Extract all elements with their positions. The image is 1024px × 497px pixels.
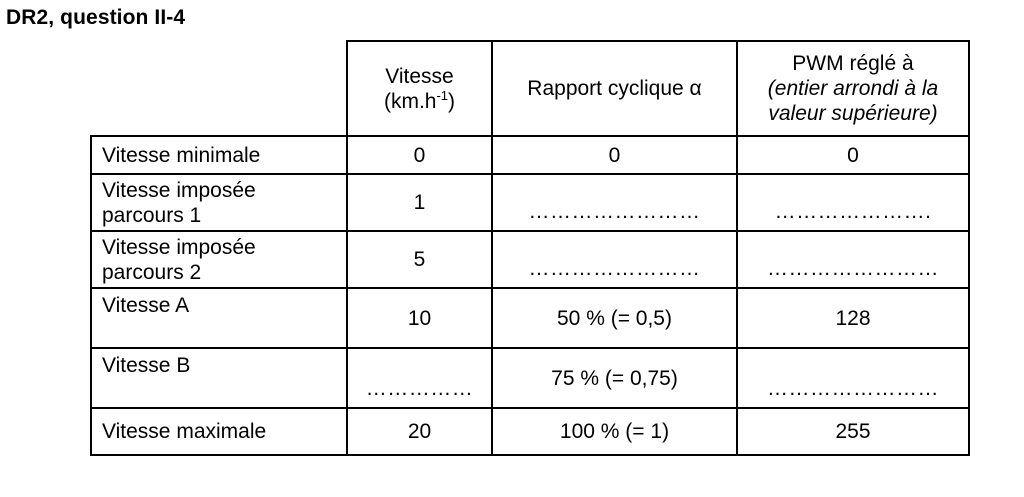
row-a-speed: 10 bbox=[348, 289, 493, 349]
header-speed-line2: (km.h-1) bbox=[383, 87, 456, 113]
row-max-duty: 100 % (= 1) bbox=[493, 409, 738, 456]
row-label-max: Vitesse maximale bbox=[90, 409, 348, 456]
row-parcours2-duty-blank[interactable]: …………………… bbox=[493, 232, 738, 289]
header-corner bbox=[90, 40, 348, 137]
header-pwm-line2: (entier arrondi à la bbox=[767, 77, 939, 100]
header-pwm-line1: PWM réglé à bbox=[792, 52, 914, 75]
row-parcours1-duty-blank[interactable]: …………………… bbox=[493, 175, 738, 232]
row-parcours2-pwm-blank[interactable]: …………………… bbox=[738, 232, 970, 289]
row-a-pwm: 128 bbox=[738, 289, 970, 349]
page-title: DR2, question II-4 bbox=[6, 6, 186, 29]
row-max-pwm: 255 bbox=[738, 409, 970, 456]
row-label-min: Vitesse minimale bbox=[90, 137, 348, 175]
header-duty-cycle: Rapport cyclique α bbox=[493, 40, 738, 137]
row-max-speed: 20 bbox=[348, 409, 493, 456]
header-pwm-line3: valeur supérieure) bbox=[768, 102, 938, 125]
row-parcours1-pwm-blank[interactable]: …………………. bbox=[738, 175, 970, 232]
row-b-speed-blank[interactable]: …………… bbox=[348, 349, 493, 409]
row-a-duty: 50 % (= 0,5) bbox=[493, 289, 738, 349]
row-label-vitesse-a: Vitesse A bbox=[90, 289, 348, 349]
row-min-speed: 0 bbox=[348, 137, 493, 175]
row-b-duty: 75 % (= 0,75) bbox=[493, 349, 738, 409]
row-parcours1-speed: 1 bbox=[348, 175, 493, 232]
data-table: Vitesse (km.h-1) Rapport cyclique α PWM … bbox=[90, 40, 970, 456]
row-b-pwm-blank[interactable]: …………………… bbox=[738, 349, 970, 409]
header-speed-line1: Vitesse bbox=[385, 64, 454, 88]
row-min-duty: 0 bbox=[493, 137, 738, 175]
header-pwm: PWM réglé à (entier arrondi à la valeur … bbox=[738, 40, 970, 137]
row-label-parcours1: Vitesse imposée parcours 1 bbox=[90, 175, 348, 232]
row-parcours2-speed: 5 bbox=[348, 232, 493, 289]
row-min-pwm: 0 bbox=[738, 137, 970, 175]
header-speed: Vitesse (km.h-1) bbox=[348, 40, 493, 137]
row-label-vitesse-b: Vitesse B bbox=[90, 349, 348, 409]
row-label-parcours2: Vitesse imposée parcours 2 bbox=[90, 232, 348, 289]
